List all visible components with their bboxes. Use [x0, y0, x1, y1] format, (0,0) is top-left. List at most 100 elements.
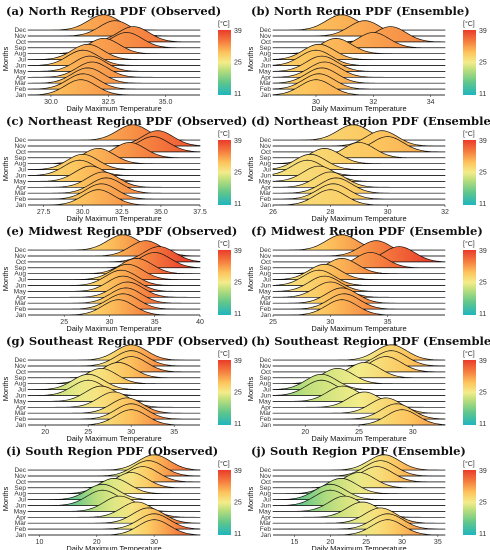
ridge-apr: [27, 391, 201, 408]
ridge-may: [27, 495, 201, 512]
month-tick-label: Jun: [261, 62, 272, 69]
color-legend: [°C] 39 25 11: [463, 460, 487, 538]
x-tick-label: 32: [441, 209, 449, 216]
legend-tick-label: 25: [479, 500, 487, 507]
month-tick-label: Apr: [16, 74, 27, 81]
color-legend: [°C] 39 25 11: [463, 130, 487, 208]
ridge-mar: [272, 177, 446, 194]
panel-a: (a) North Region PDF (Observed) JanFebMar…: [1, 4, 242, 113]
panel-e: (e) Midwest Region PDF (Observed)JanFebM…: [1, 224, 242, 333]
x-tick-label: 32: [369, 99, 377, 106]
x-tick-label: 10: [36, 539, 44, 546]
month-tick-label: Jun: [16, 282, 27, 289]
month-tick-label: Dec: [259, 247, 271, 254]
panel-title: (b) North Region PDF (Ensemble): [251, 4, 470, 18]
legend-colorbar: [218, 140, 231, 205]
x-tick-label: 25: [84, 429, 92, 436]
ridge-aug: [27, 257, 201, 275]
month-tick-label: May: [14, 68, 27, 75]
month-tick-label: Nov: [14, 33, 26, 40]
month-tick-label: Mar: [260, 80, 272, 87]
y-axis-label: Months: [1, 266, 10, 291]
month-tick-label: Sep: [14, 155, 26, 162]
x-tick-label: 35: [151, 319, 159, 326]
legend-tick-label: 25: [479, 280, 487, 287]
ridge-apr: [272, 281, 446, 298]
month-tick-label: Jun: [261, 282, 272, 289]
ridge-jul: [27, 373, 201, 390]
ridge-feb: [272, 293, 446, 310]
ridge-dec: [27, 234, 201, 251]
month-tick-label: Nov: [14, 253, 26, 260]
month-tick-label: May: [259, 68, 272, 75]
ridge-apr: [272, 391, 446, 408]
month-tick-label: Dec: [14, 247, 26, 254]
month-tick-label: Aug: [259, 491, 271, 498]
panel-d: (d) Northeast Region PDF (Ensemble) JanFe…: [246, 114, 490, 223]
x-axis-label: Daily Maximum Temperature: [311, 434, 406, 443]
legend-tick-label: 11: [479, 311, 486, 318]
legend-tick-label: 39: [479, 248, 487, 255]
month-tick-label: Sep: [14, 375, 26, 382]
month-tick-label: Dec: [14, 137, 26, 144]
month-tick-label: Apr: [261, 184, 272, 191]
month-tick-label: May: [259, 288, 272, 295]
ridge-jan: [28, 519, 201, 536]
month-tick-label: Oct: [261, 39, 271, 46]
y-axis-label: Months: [1, 486, 10, 511]
month-tick-label: Feb: [15, 306, 27, 313]
x-tick-label: 30: [384, 209, 392, 216]
x-tick-label: 30: [312, 99, 320, 106]
x-tick-label: 32.5: [115, 209, 129, 216]
legend-unit: [°C]: [218, 20, 230, 28]
legend-colorbar: [218, 30, 231, 95]
legend-colorbar: [463, 140, 476, 205]
month-tick-label: Sep: [14, 45, 26, 52]
month-tick-label: Apr: [261, 404, 272, 411]
month-tick-label: Oct: [261, 259, 271, 266]
month-tick-label: Dec: [259, 137, 271, 144]
y-axis-label: Months: [246, 486, 255, 511]
ridge-jun: [27, 49, 201, 66]
panel-title: (h) Southeast Region PDF (Ensemble): [251, 334, 490, 348]
legend-tick-label: 11: [234, 201, 241, 208]
month-tick-label: Jul: [263, 167, 272, 174]
month-tick-label: Aug: [14, 51, 26, 58]
month-tick-label: Jun: [261, 392, 272, 399]
legend-tick-label: 25: [234, 60, 242, 67]
y-axis-label: Months: [246, 376, 255, 401]
x-tick-label: 27.5: [37, 209, 51, 216]
color-legend: [°C] 39 25 11: [463, 240, 487, 318]
ridge-sep: [27, 362, 201, 379]
ridge-apr: [27, 281, 201, 298]
legend-unit: [°C]: [463, 350, 475, 358]
month-tick-label: Mar: [15, 410, 27, 417]
month-tick-label: Feb: [260, 526, 272, 533]
ridge-may: [27, 55, 201, 72]
ridge-may: [27, 275, 201, 292]
x-tick-label: 26: [269, 209, 277, 216]
x-tick-label: 30: [127, 429, 135, 436]
color-legend: [°C] 39 25 11: [218, 20, 242, 98]
x-tick-label: 25: [60, 319, 68, 326]
ridge-sep: [272, 362, 446, 379]
x-tick-label: 30: [326, 319, 334, 326]
x-tick-label: 34: [427, 99, 435, 106]
month-tick-label: Sep: [14, 265, 26, 272]
month-tick-label: Jul: [263, 57, 272, 64]
ridge-jan: [272, 189, 445, 206]
month-tick-label: Dec: [14, 467, 26, 474]
x-axis-label: Daily Maximum Temperature: [66, 434, 161, 443]
month-tick-label: Nov: [14, 473, 26, 480]
ridge-jan: [273, 409, 446, 426]
month-tick-label: Jul: [18, 387, 27, 394]
color-legend: [°C] 39 25 11: [463, 350, 487, 428]
month-tick-label: Jul: [263, 497, 272, 504]
month-tick-label: Aug: [259, 381, 271, 388]
legend-tick-label: 25: [479, 170, 487, 177]
month-tick-label: Jun: [261, 172, 272, 179]
month-tick-label: Feb: [260, 416, 272, 423]
color-legend: [°C] 39 25 11: [463, 20, 487, 98]
x-tick-label: 25: [269, 319, 277, 326]
ridge-sep: [27, 252, 201, 269]
